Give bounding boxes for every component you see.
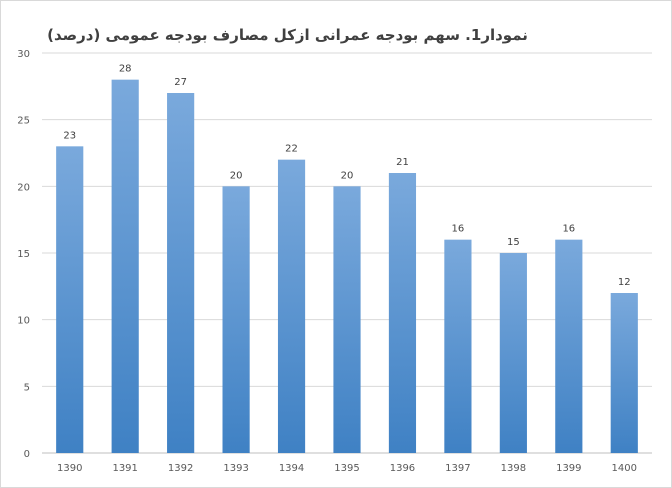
x-tick-label: 1398 (501, 463, 526, 474)
bar (444, 239, 472, 453)
x-tick-label: 1390 (57, 463, 82, 474)
y-tick-label: 10 (17, 316, 30, 327)
data-label: 20 (230, 170, 243, 181)
bar (167, 93, 195, 453)
data-label: 16 (562, 224, 575, 235)
data-label: 20 (341, 170, 354, 181)
x-tick-label: 1392 (168, 463, 193, 474)
bar (333, 186, 361, 454)
bar (56, 146, 84, 454)
data-label: 15 (507, 237, 520, 248)
bar (222, 186, 250, 454)
x-tick-label: 1397 (445, 463, 470, 474)
data-label: 22 (285, 144, 298, 155)
bar (111, 79, 139, 454)
data-labels: 23 28 27 20 22 20 21 16 15 16 12 (63, 64, 630, 288)
x-tick-label: 1399 (556, 463, 581, 474)
y-tick-label: 5 (24, 382, 30, 393)
y-tick-label: 0 (24, 449, 30, 460)
x-tick-label: 1394 (279, 463, 304, 474)
data-label: 21 (396, 157, 409, 168)
bar (499, 253, 527, 453)
data-label: 28 (119, 64, 132, 75)
bar (555, 239, 583, 453)
x-tick-label: 1400 (612, 463, 637, 474)
x-tick-label: 1396 (390, 463, 415, 474)
x-axis-ticks: 1390 1391 1392 1393 1394 1395 1396 1397 1398 1399… (57, 463, 637, 474)
chart-title: نمودار1. سهم بودجه عمرانی ازکل مصارف بود… (47, 26, 528, 44)
x-tick-label: 1391 (112, 463, 137, 474)
bar (388, 173, 417, 453)
y-tick-label: 30 (17, 49, 30, 60)
bar (610, 293, 638, 453)
x-tick-label: 1393 (223, 463, 248, 474)
data-label: 23 (63, 130, 76, 141)
y-tick-label: 15 (17, 249, 30, 260)
bar (277, 159, 306, 453)
data-label: 12 (618, 277, 631, 288)
y-axis-ticks: 0 5 10 15 20 25 30 (17, 49, 30, 460)
x-tick-label: 1395 (334, 463, 359, 474)
data-label: 27 (174, 77, 187, 88)
y-tick-label: 20 (17, 182, 30, 193)
bars (56, 79, 638, 454)
data-label: 16 (452, 224, 465, 235)
y-tick-label: 25 (17, 116, 30, 127)
